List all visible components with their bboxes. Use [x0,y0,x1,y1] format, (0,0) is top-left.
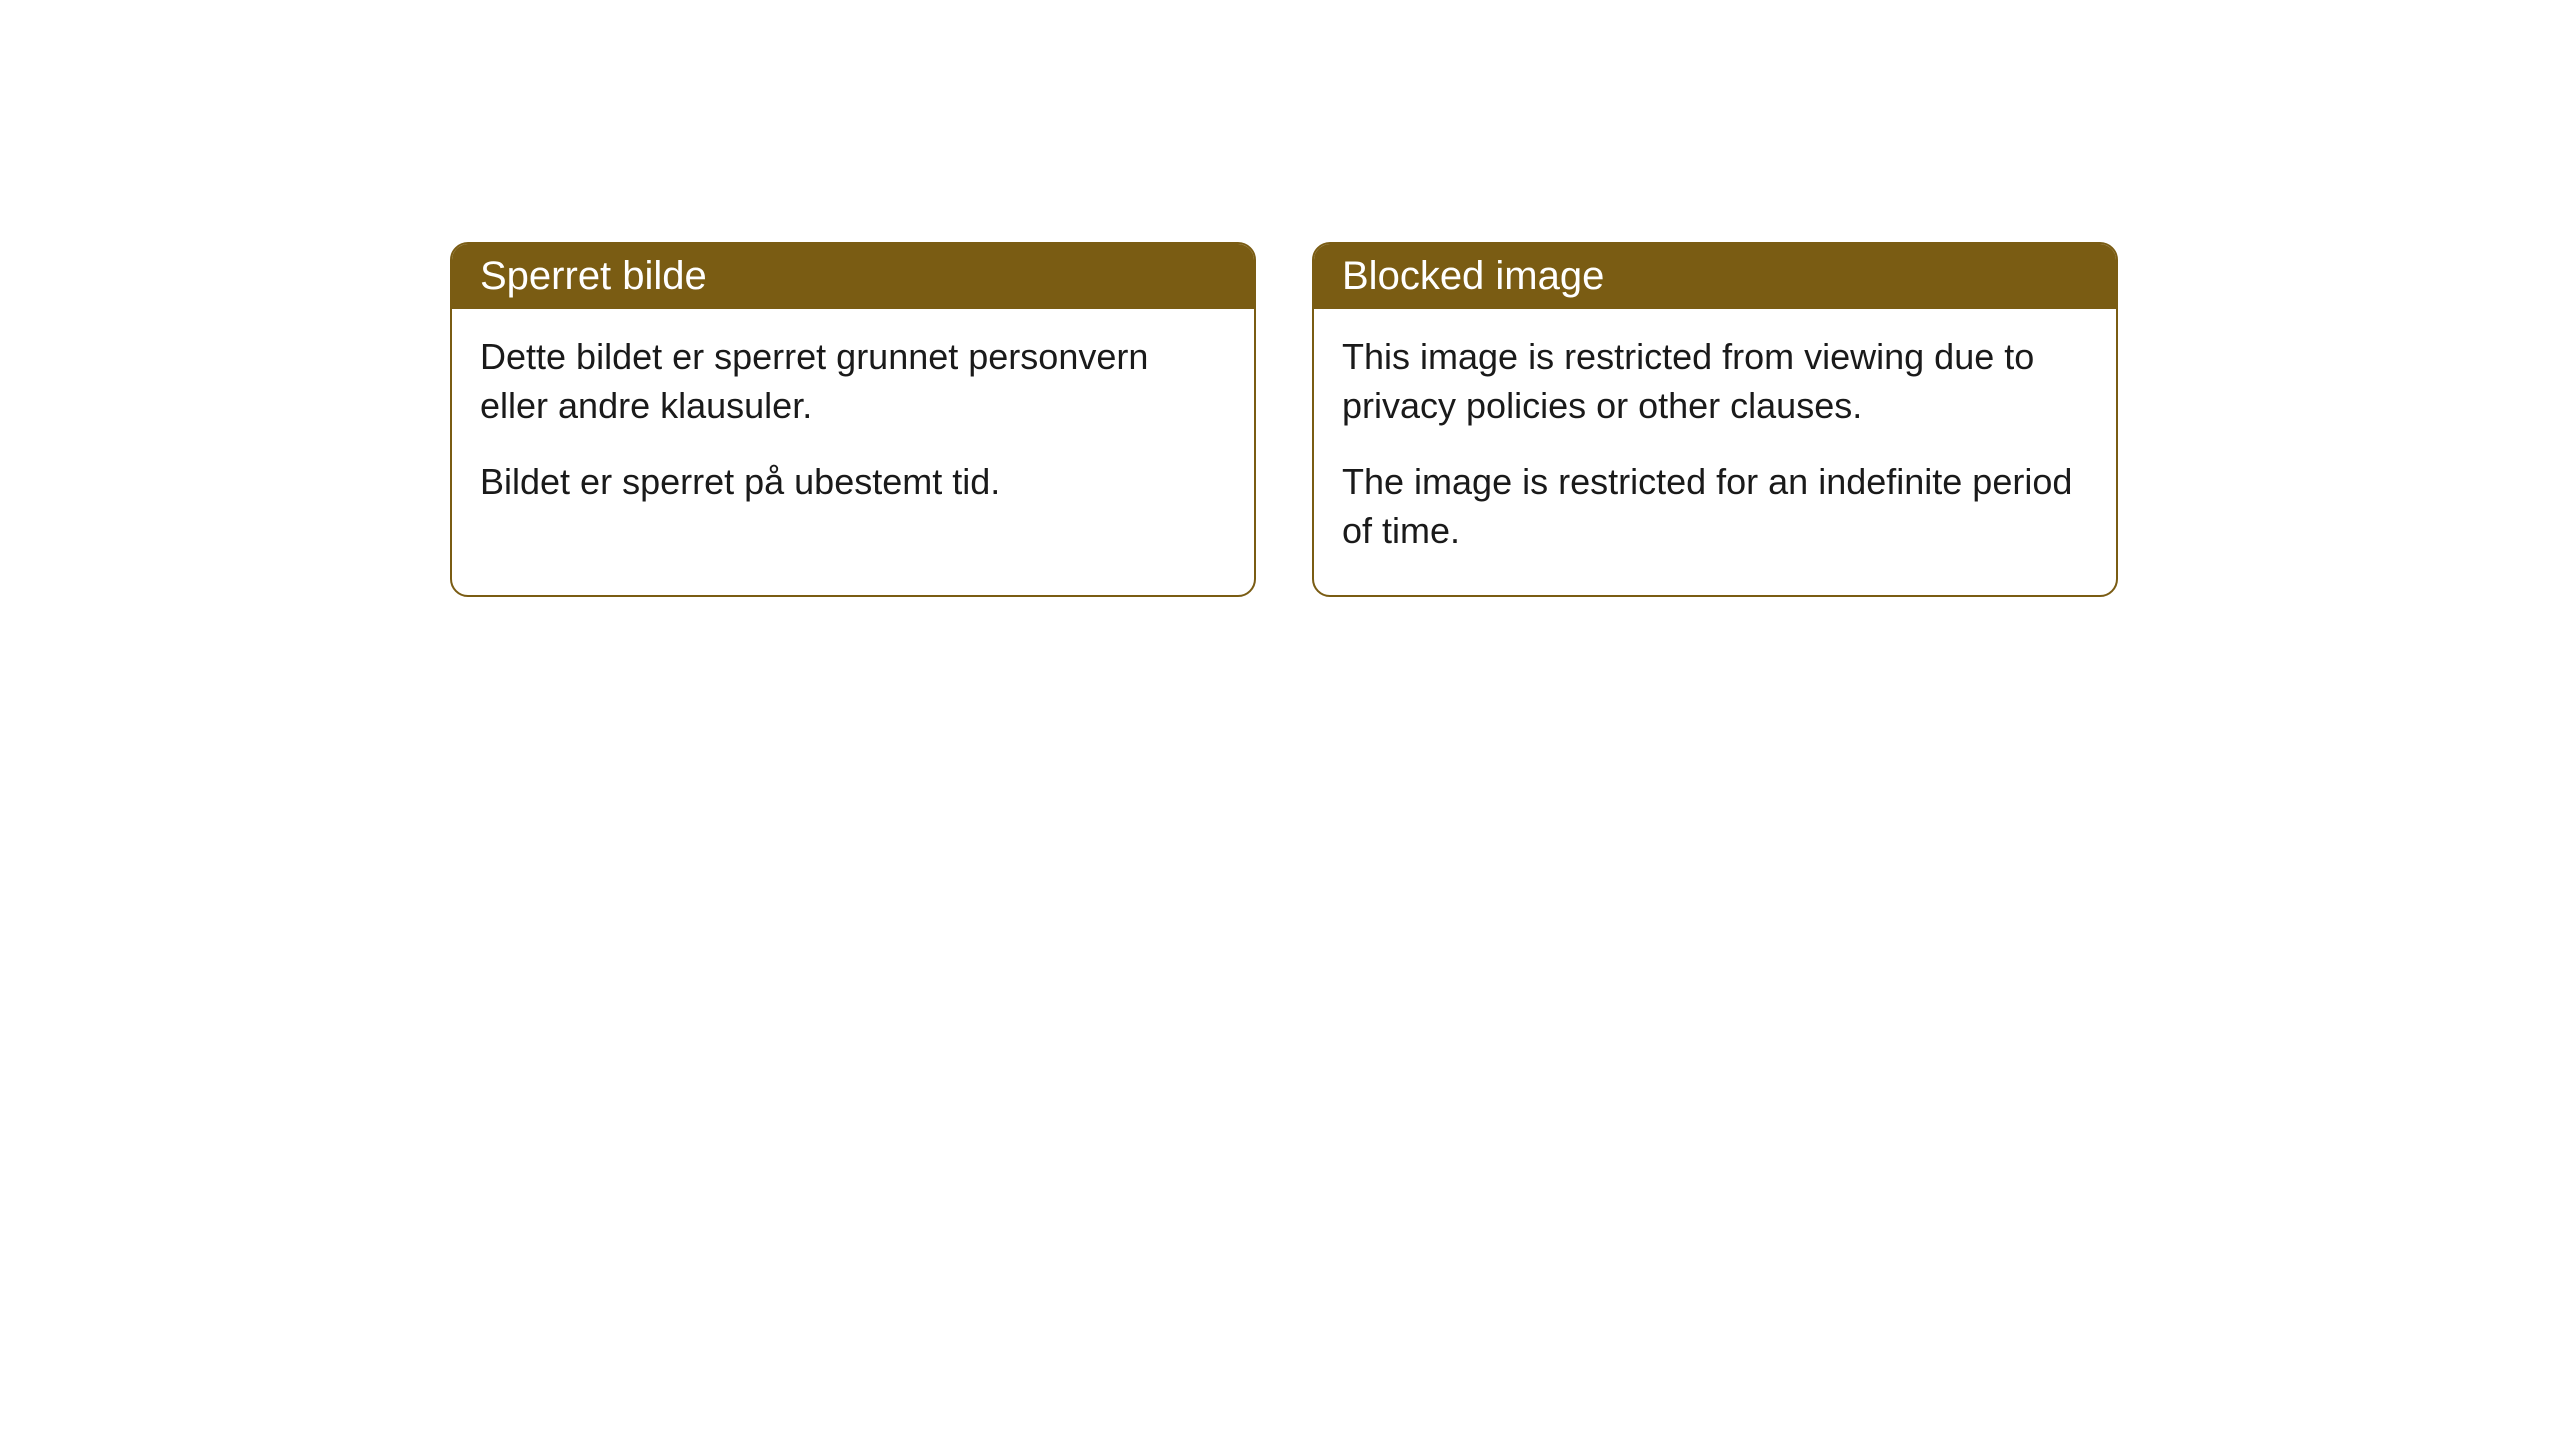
card-paragraph: Dette bildet er sperret grunnet personve… [480,333,1226,430]
card-paragraph: This image is restricted from viewing du… [1342,333,2088,430]
card-title: Sperret bilde [480,254,707,298]
card-paragraph: The image is restricted for an indefinit… [1342,458,2088,555]
card-header: Sperret bilde [452,244,1254,309]
card-body: This image is restricted from viewing du… [1314,309,2116,595]
card-body: Dette bildet er sperret grunnet personve… [452,309,1254,547]
notice-card-norwegian: Sperret bilde Dette bildet er sperret gr… [450,242,1256,597]
card-header: Blocked image [1314,244,2116,309]
notice-cards-container: Sperret bilde Dette bildet er sperret gr… [450,242,2118,597]
notice-card-english: Blocked image This image is restricted f… [1312,242,2118,597]
card-paragraph: Bildet er sperret på ubestemt tid. [480,458,1226,507]
card-title: Blocked image [1342,254,1604,298]
